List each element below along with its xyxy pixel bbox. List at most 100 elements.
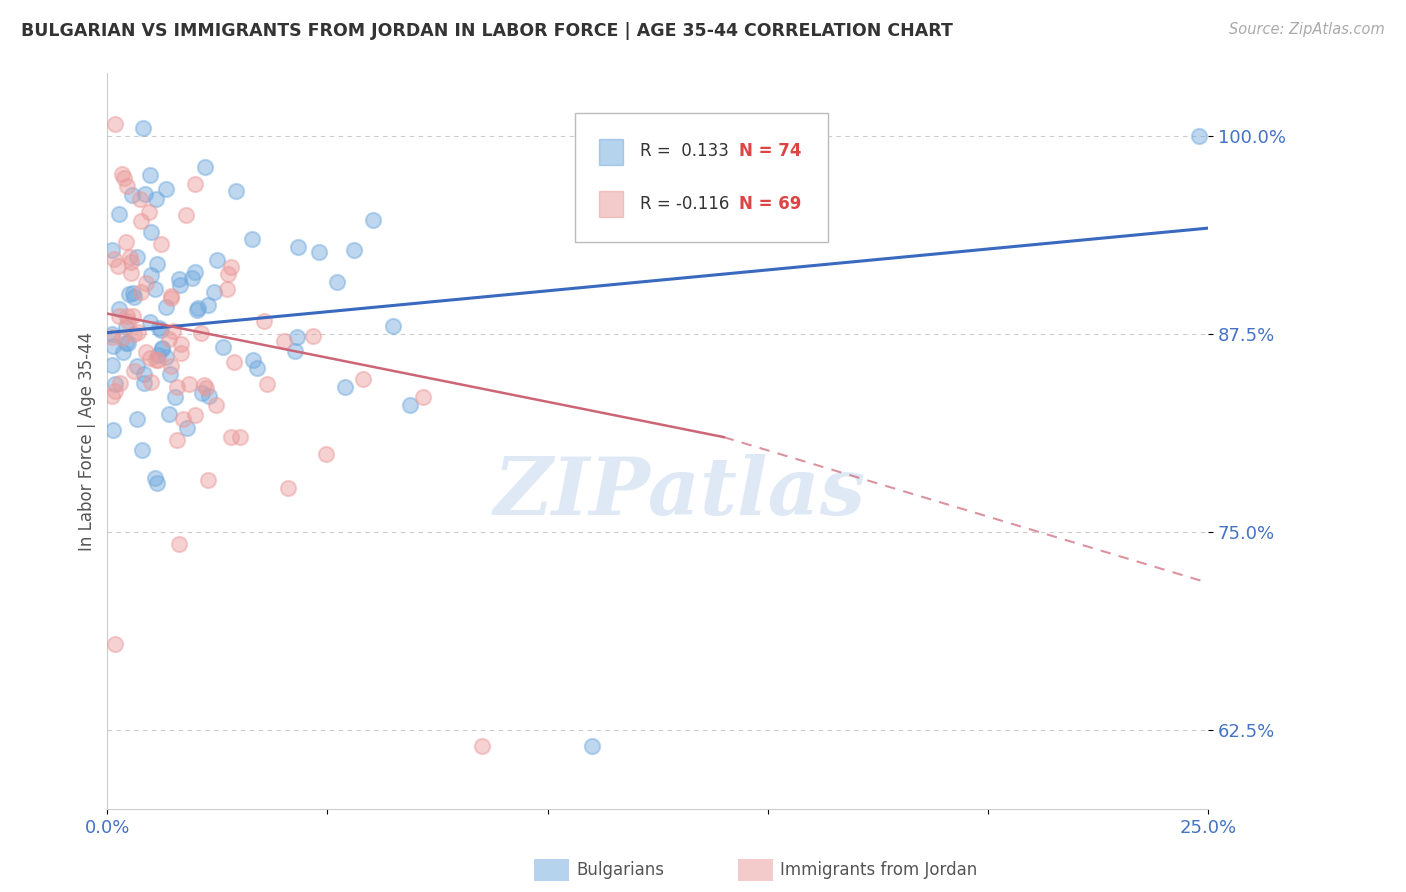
Point: [112, 171, 135, 186]
Point: [146, 257, 169, 271]
Point: [104, 376, 127, 391]
Point: [217, 267, 239, 281]
Point: [253, 314, 276, 328]
Text: Source: ZipAtlas.com: Source: ZipAtlas.com: [1229, 22, 1385, 37]
Point: [150, 341, 173, 355]
Point: [187, 301, 209, 316]
Point: [170, 337, 193, 351]
Point: [122, 364, 145, 378]
Point: [219, 429, 242, 443]
FancyBboxPatch shape: [599, 139, 623, 165]
Point: [101, 358, 124, 372]
Point: [127, 359, 149, 374]
Point: [125, 412, 148, 426]
Point: [152, 342, 174, 356]
Text: N = 74: N = 74: [740, 143, 801, 161]
Point: [204, 285, 226, 300]
Point: [101, 327, 124, 342]
Point: [121, 188, 143, 202]
Point: [470, 739, 492, 753]
Y-axis label: In Labor Force | Age 35-44: In Labor Force | Age 35-44: [79, 332, 96, 550]
Point: [148, 321, 170, 335]
Point: [228, 430, 250, 444]
Point: [146, 353, 169, 368]
Text: ZIPatlas: ZIPatlas: [494, 454, 866, 532]
Point: [352, 372, 374, 386]
Point: [361, 213, 384, 227]
Point: [115, 235, 138, 249]
Point: [125, 250, 148, 264]
Point: [157, 332, 180, 346]
Point: [308, 244, 330, 259]
Point: [177, 377, 200, 392]
Point: [221, 260, 243, 275]
Point: [256, 377, 278, 392]
Point: [129, 285, 152, 299]
Point: [107, 207, 129, 221]
Point: [204, 398, 226, 412]
Point: [107, 301, 129, 316]
Point: [166, 433, 188, 447]
Point: [104, 637, 127, 651]
Point: [240, 232, 263, 246]
Point: [225, 184, 247, 198]
Point: [212, 340, 235, 354]
Point: [134, 376, 156, 391]
Point: [120, 250, 142, 264]
Point: [159, 367, 181, 381]
Point: [215, 282, 238, 296]
Point: [172, 412, 194, 426]
Point: [157, 407, 180, 421]
Point: [190, 326, 212, 341]
Point: [103, 423, 125, 437]
Point: [124, 289, 146, 303]
Point: [169, 346, 191, 360]
Point: [107, 260, 129, 274]
Point: [139, 225, 162, 239]
Text: BULGARIAN VS IMMIGRANTS FROM JORDAN IN LABOR FORCE | AGE 35-44 CORRELATION CHART: BULGARIAN VS IMMIGRANTS FROM JORDAN IN L…: [21, 22, 953, 40]
Point: [111, 331, 134, 345]
Point: [131, 213, 153, 227]
Point: [163, 390, 186, 404]
Point: [333, 380, 356, 394]
Point: [326, 276, 349, 290]
Point: [143, 471, 166, 485]
Point: [273, 334, 295, 349]
Point: [167, 272, 190, 286]
Point: [302, 329, 325, 343]
Point: [186, 303, 208, 318]
Point: [207, 252, 229, 267]
Point: [277, 482, 299, 496]
Point: [159, 359, 181, 374]
Point: [135, 276, 157, 290]
Point: [287, 330, 309, 344]
Point: [138, 205, 160, 219]
Point: [166, 380, 188, 394]
Point: [104, 117, 127, 131]
Point: [107, 310, 129, 324]
Point: [198, 389, 221, 403]
Point: [101, 389, 124, 403]
Point: [155, 300, 177, 314]
Point: [149, 323, 172, 337]
Point: [134, 186, 156, 201]
Point: [155, 182, 177, 196]
Point: [146, 348, 169, 362]
Point: [194, 160, 217, 174]
Point: [194, 381, 217, 395]
FancyBboxPatch shape: [575, 113, 828, 243]
Point: [287, 240, 309, 254]
Point: [176, 421, 198, 435]
Point: [131, 443, 153, 458]
Point: [122, 285, 145, 300]
Point: [111, 167, 134, 181]
Point: [181, 271, 204, 285]
Text: R = -0.116: R = -0.116: [640, 195, 730, 213]
Point: [242, 353, 264, 368]
Point: [184, 177, 207, 191]
Point: [139, 376, 162, 390]
Point: [132, 367, 155, 381]
Point: [184, 408, 207, 422]
Point: [191, 386, 214, 401]
Point: [1188, 129, 1211, 144]
